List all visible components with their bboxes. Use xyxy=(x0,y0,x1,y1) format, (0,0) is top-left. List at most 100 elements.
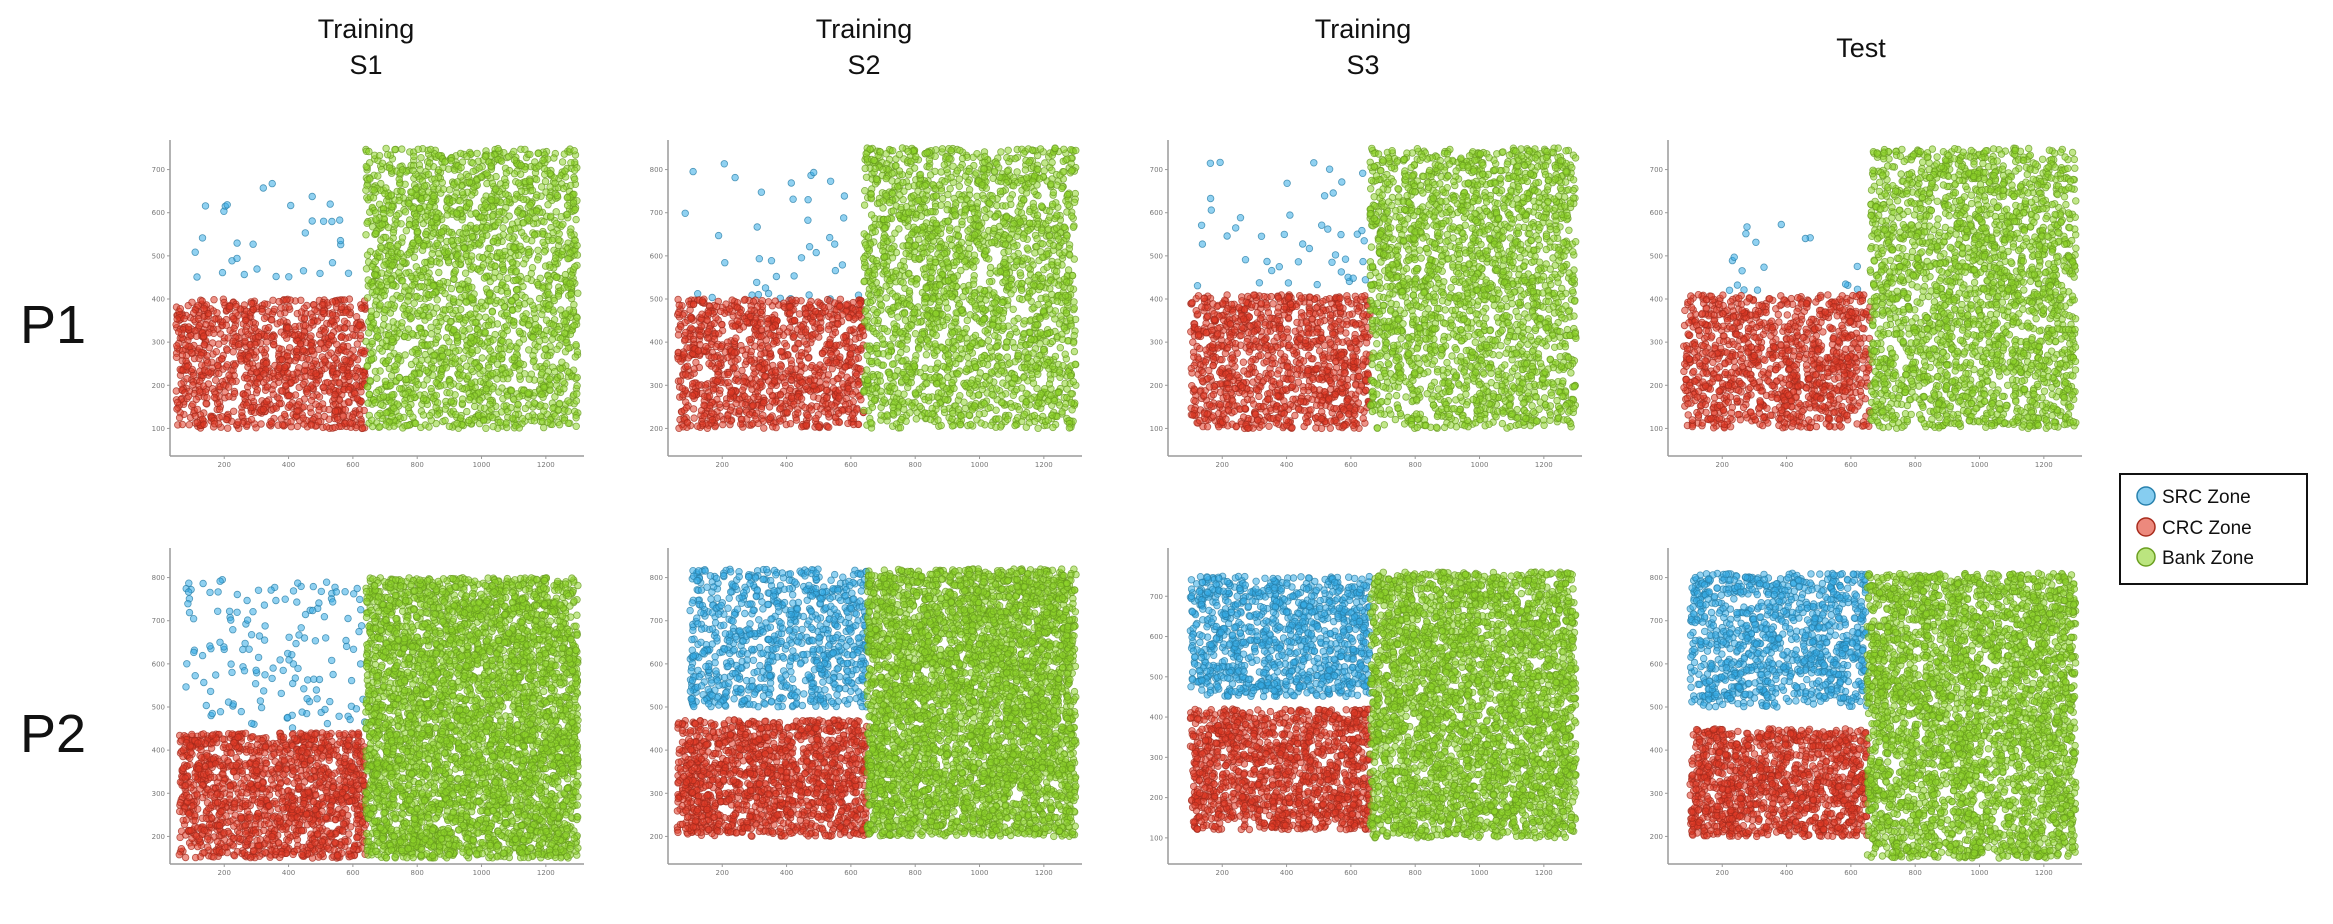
data-point-bank xyxy=(515,180,522,187)
data-point-bank xyxy=(439,353,446,360)
data-point-crc xyxy=(196,322,203,329)
data-point-bank xyxy=(536,304,543,311)
data-point-bank xyxy=(532,215,539,222)
data-point-bank xyxy=(448,285,455,292)
data-point-bank xyxy=(404,422,411,429)
data-point-bank xyxy=(368,417,375,424)
data-point-crc xyxy=(276,345,283,352)
data-point-src xyxy=(336,217,343,224)
data-point-bank xyxy=(388,276,395,283)
data-point-bank xyxy=(544,353,551,360)
data-point-bank xyxy=(399,235,406,242)
data-point-crc xyxy=(235,419,242,426)
data-point-bank xyxy=(502,217,509,224)
data-point-bank xyxy=(482,302,489,309)
data-point-crc xyxy=(315,419,322,426)
data-point-crc xyxy=(285,325,292,332)
data-point-crc xyxy=(332,424,339,431)
data-point-bank xyxy=(543,317,550,324)
data-point-bank xyxy=(399,278,406,285)
data-point-crc xyxy=(230,408,237,415)
data-point-crc xyxy=(189,299,196,306)
data-point-bank xyxy=(553,209,560,216)
data-point-crc xyxy=(258,421,265,428)
data-point-bank xyxy=(387,210,394,217)
data-point-bank xyxy=(390,229,397,236)
data-point-bank xyxy=(498,158,505,165)
data-point-bank xyxy=(574,382,581,389)
data-point-bank xyxy=(530,352,537,359)
data-point-bank xyxy=(479,355,486,362)
data-point-bank xyxy=(531,232,538,239)
data-point-bank xyxy=(486,365,493,372)
data-point-bank xyxy=(369,338,376,345)
data-point-bank xyxy=(546,376,553,383)
data-point-crc xyxy=(184,375,191,382)
data-point-crc xyxy=(338,334,345,341)
data-point-bank xyxy=(401,312,408,319)
data-point-src xyxy=(327,201,334,208)
data-point-bank xyxy=(386,165,393,172)
data-point-crc xyxy=(354,395,361,402)
data-point-bank xyxy=(434,411,441,418)
data-point-bank xyxy=(496,250,503,257)
data-point-bank xyxy=(575,290,582,297)
scatter-panels: 200 400 600 800 1000 120010020030040050060070… xyxy=(152,140,2082,877)
data-point-bank xyxy=(541,384,548,391)
data-point-bank xyxy=(490,423,497,430)
data-point-bank xyxy=(527,151,534,158)
data-point-bank xyxy=(469,284,476,291)
data-point-crc xyxy=(253,349,260,356)
data-point-crc xyxy=(308,422,315,429)
data-point-bank xyxy=(508,404,515,411)
data-point-crc xyxy=(206,344,213,351)
data-point-bank xyxy=(396,413,403,420)
data-point-bank xyxy=(484,339,491,346)
data-point-bank xyxy=(483,224,490,231)
data-point-crc xyxy=(332,374,339,381)
data-point-bank xyxy=(495,145,502,152)
data-point-bank xyxy=(389,392,396,399)
data-point-bank xyxy=(555,406,562,413)
data-point-bank xyxy=(456,299,463,306)
data-point-crc xyxy=(252,341,259,348)
data-point-bank xyxy=(499,351,506,358)
data-point-crc xyxy=(354,341,361,348)
data-point-src xyxy=(302,230,309,237)
data-point-crc xyxy=(184,363,191,370)
data-point-bank xyxy=(399,320,406,327)
data-point-crc xyxy=(254,380,261,387)
data-point-bank xyxy=(426,314,433,321)
data-point-crc xyxy=(242,392,249,399)
data-point-bank xyxy=(526,347,533,354)
data-point-bank xyxy=(420,267,427,274)
data-point-bank xyxy=(415,381,422,388)
data-point-crc xyxy=(308,333,315,340)
data-point-crc xyxy=(276,298,283,305)
data-point-crc xyxy=(260,371,267,378)
data-point-src xyxy=(219,269,226,276)
data-point-bank xyxy=(402,333,409,340)
data-point-bank xyxy=(454,237,461,244)
data-point-bank xyxy=(454,179,461,186)
data-point-bank xyxy=(519,415,526,422)
data-point-bank xyxy=(574,374,581,381)
data-point-crc xyxy=(263,360,270,367)
data-point-crc xyxy=(271,306,278,313)
data-point-crc xyxy=(341,297,348,304)
data-point-bank xyxy=(541,249,548,256)
data-point-crc xyxy=(309,347,316,354)
data-point-bank xyxy=(485,322,492,329)
data-point-bank xyxy=(425,342,432,349)
data-point-bank xyxy=(458,256,465,263)
data-point-bank xyxy=(440,186,447,193)
data-point-bank xyxy=(477,397,484,404)
data-point-src xyxy=(202,203,209,210)
data-point-bank xyxy=(489,213,496,220)
data-point-crc xyxy=(218,356,225,363)
data-point-crc xyxy=(242,328,249,335)
data-point-bank xyxy=(490,238,497,245)
data-point-bank xyxy=(391,325,398,332)
data-point-bank xyxy=(383,185,390,192)
data-point-bank xyxy=(500,225,507,232)
